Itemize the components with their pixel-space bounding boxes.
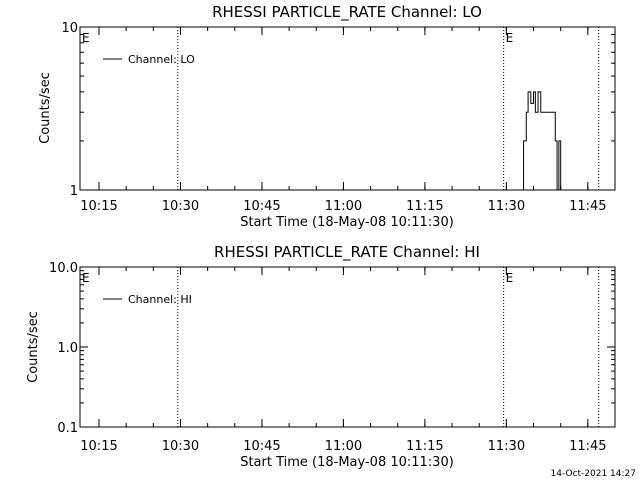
axis-ticks: 10:15 10:30 10:45 11:00 11:15 11:30 11:45 0.1 1.…: [49, 261, 616, 454]
x-tick-label: 10:30: [162, 199, 199, 214]
chart-panel-lo: RHESSI PARTICLE_RATE Channel: LO Counts/…: [38, 3, 616, 230]
chart-title: RHESSI PARTICLE_RATE Channel: HI: [214, 243, 480, 262]
series-lo: [519, 91, 562, 191]
event-marker-label: E: [82, 271, 90, 285]
y-tick-label: 10.0: [49, 261, 78, 276]
x-tick-label: 11:15: [406, 199, 443, 214]
plot-frame: [79, 26, 616, 191]
event-marker-label: E: [506, 31, 514, 45]
y-axis-label: Counts/sec: [26, 311, 41, 383]
chart-title: RHESSI PARTICLE_RATE Channel: LO: [212, 3, 482, 22]
footer-timestamp: 14-Oct-2021 14:27: [551, 469, 636, 479]
axis-ticks: 10:15 10:30 10:45 11:00 11:15 11:30 11:45 1 10: [61, 21, 616, 214]
legend-label: Channel: HI: [128, 293, 192, 306]
legend: Channel: HI: [103, 293, 192, 306]
x-axis-label: Start Time (18-May-08 10:11:30): [240, 455, 454, 470]
plot-frame: [79, 266, 616, 428]
x-tick-label: 10:45: [243, 199, 280, 214]
y-tick-label: 0.1: [57, 421, 78, 436]
chart-panel-hi: RHESSI PARTICLE_RATE Channel: HI Counts/…: [26, 243, 616, 470]
x-tick-label: 10:15: [80, 199, 117, 214]
series-line: [519, 91, 562, 191]
y-tick-label: 1: [70, 184, 78, 199]
x-tick-label: 11:00: [325, 439, 362, 454]
y-axis-label: Counts/sec: [38, 72, 53, 144]
x-tick-label: 11:45: [569, 439, 606, 454]
y-tick-label: 10: [61, 21, 78, 36]
x-tick-label: 11:45: [569, 199, 606, 214]
legend-label: Channel: LO: [128, 53, 195, 66]
x-tick-label: 11:30: [488, 439, 525, 454]
x-tick-label: 11:30: [488, 199, 525, 214]
event-marker-label: E: [506, 271, 514, 285]
x-tick-label: 11:15: [406, 439, 443, 454]
legend: Channel: LO: [103, 53, 195, 66]
x-tick-label: 10:45: [243, 439, 280, 454]
x-tick-label: 10:30: [162, 439, 199, 454]
event-marker-label: E: [82, 31, 90, 45]
y-tick-label: 1.0: [57, 341, 78, 356]
x-tick-label: 10:15: [80, 439, 117, 454]
x-tick-label: 11:00: [325, 199, 362, 214]
x-axis-label: Start Time (18-May-08 10:11:30): [240, 215, 454, 230]
